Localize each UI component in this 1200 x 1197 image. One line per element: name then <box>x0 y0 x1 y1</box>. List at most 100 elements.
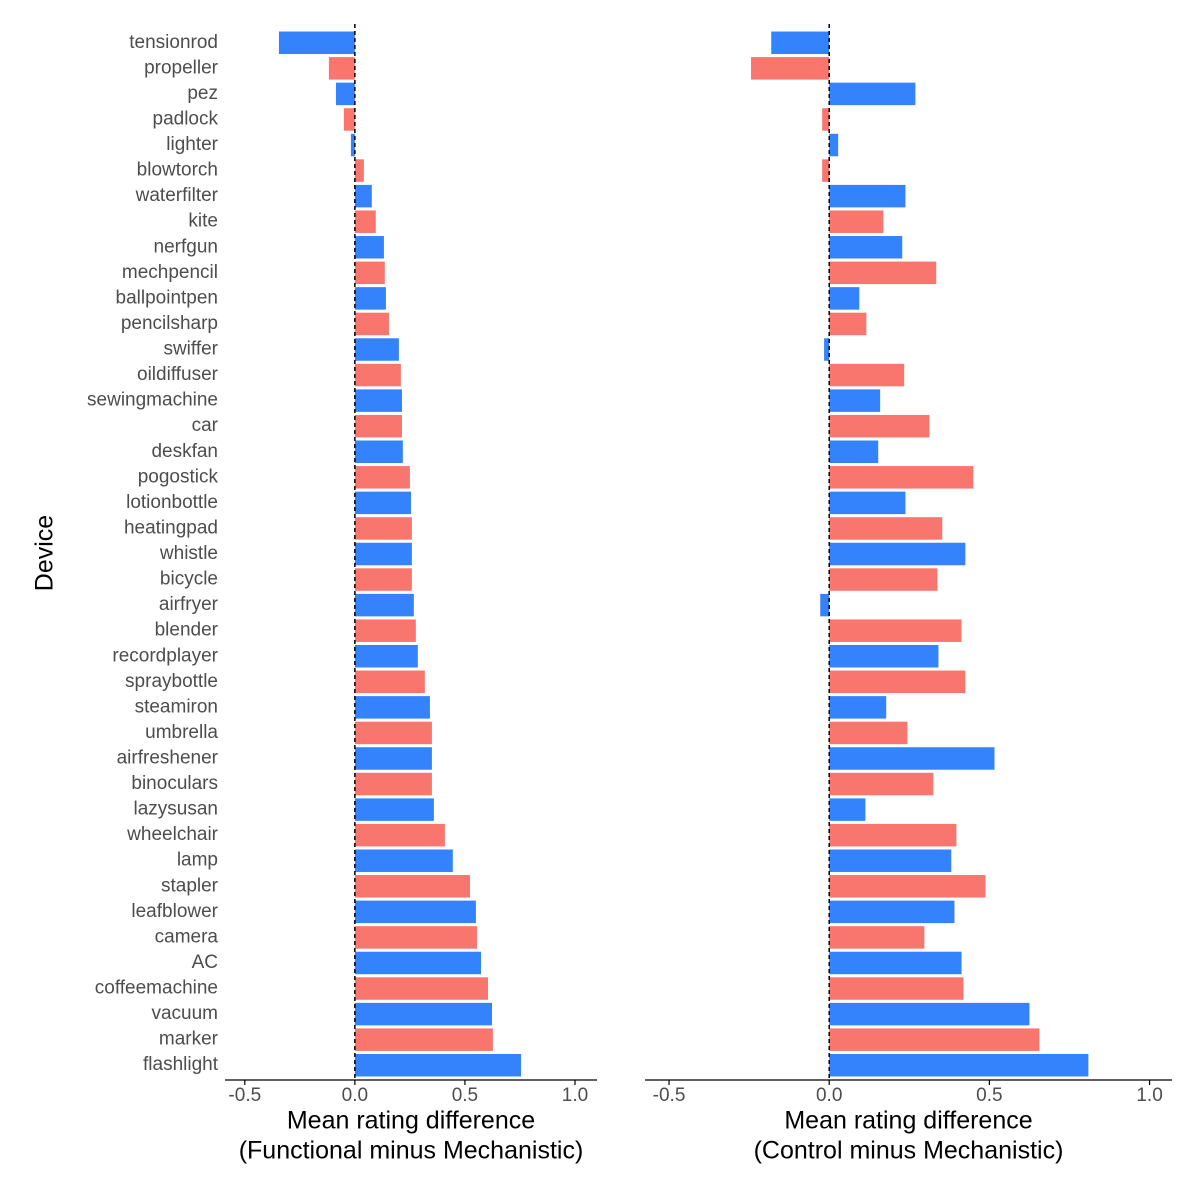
bar <box>354 440 403 464</box>
bar <box>328 57 355 80</box>
bar <box>354 338 399 361</box>
bar <box>350 133 355 157</box>
bar <box>354 210 376 233</box>
x-axis-label: (Functional minus Mechanistic) <box>239 1137 584 1165</box>
bar <box>354 900 476 924</box>
y-tick-label: blender <box>155 620 219 641</box>
bar <box>829 1002 1030 1026</box>
bar <box>343 108 355 131</box>
bar <box>829 287 860 310</box>
bar <box>829 670 966 694</box>
y-tick-label: coffeemachine <box>95 978 218 999</box>
bar <box>829 619 962 642</box>
bar <box>354 1002 493 1026</box>
y-tick-label: airfreshener <box>117 748 219 769</box>
y-tick-label: sewingmachine <box>87 390 218 411</box>
bar <box>354 670 425 694</box>
bar <box>829 440 879 464</box>
bar <box>354 236 384 259</box>
y-tick-label: flashlight <box>143 1054 219 1075</box>
y-tick-label: recordplayer <box>112 645 218 666</box>
bar <box>771 31 830 55</box>
bar <box>829 466 974 489</box>
y-tick-label: camera <box>155 926 219 947</box>
bar <box>824 338 830 361</box>
bar <box>829 389 881 412</box>
bar <box>354 977 489 1000</box>
x-axis-label: Mean rating difference <box>287 1107 535 1135</box>
x-tick-label: 1.0 <box>1136 1085 1162 1106</box>
bar <box>751 57 830 80</box>
y-tick-label: tensionrod <box>129 32 218 53</box>
bar <box>354 287 386 310</box>
bar <box>354 568 412 591</box>
bar <box>829 926 925 949</box>
y-tick-label: pez <box>187 83 218 104</box>
bar <box>829 184 906 208</box>
y-tick-label: stapler <box>161 875 219 896</box>
x-tick-label: -0.5 <box>653 1085 686 1106</box>
bar <box>829 951 962 975</box>
y-tick-label: waterfilter <box>135 185 219 206</box>
bar <box>354 926 478 949</box>
bar <box>354 747 432 770</box>
y-tick-label: kite <box>188 211 218 232</box>
x-tick-label: 0.0 <box>342 1085 368 1106</box>
bar <box>354 798 434 821</box>
y-tick-label: AC <box>192 952 218 973</box>
y-tick-label: deskfan <box>151 441 218 462</box>
bar <box>829 977 964 1000</box>
bar <box>354 875 470 898</box>
y-tick-label: padlock <box>153 108 219 129</box>
bar <box>354 823 445 847</box>
bar <box>354 644 418 668</box>
bar <box>354 1028 493 1051</box>
bar <box>354 414 402 438</box>
y-tick-label: ballpointpen <box>116 287 218 308</box>
y-tick-label: pencilsharp <box>121 313 218 334</box>
bar <box>354 849 453 872</box>
bar <box>354 542 412 566</box>
x-tick-label: 0.5 <box>976 1085 1002 1106</box>
bar <box>354 363 401 387</box>
bar <box>829 823 957 847</box>
y-tick-label: marker <box>159 1029 219 1050</box>
bar <box>820 593 830 617</box>
y-tick-label: propeller <box>144 57 219 78</box>
bar <box>829 542 966 566</box>
bar <box>829 133 839 157</box>
bar <box>829 491 906 515</box>
bar <box>829 261 937 285</box>
bar <box>354 772 432 796</box>
y-tick-label: bicycle <box>160 569 218 590</box>
bar <box>829 696 887 719</box>
y-tick-label: whistle <box>159 543 218 564</box>
bar <box>829 798 866 821</box>
y-tick-label: steamiron <box>135 696 218 717</box>
bar <box>354 261 385 285</box>
bar <box>829 721 908 745</box>
bar <box>354 184 372 208</box>
bar <box>829 82 916 106</box>
y-tick-label: airfryer <box>159 594 219 615</box>
bar <box>354 491 411 515</box>
bar <box>829 517 943 540</box>
y-tick-label: lazysusan <box>134 799 219 820</box>
bar <box>335 82 355 106</box>
bar <box>354 517 412 540</box>
bar <box>278 31 355 55</box>
bar <box>354 619 416 642</box>
y-tick-label: blowtorch <box>137 160 218 181</box>
y-tick-label: umbrella <box>145 722 218 743</box>
y-tick-label: lighter <box>166 134 218 155</box>
y-tick-label: car <box>192 415 219 436</box>
bar <box>354 593 414 617</box>
y-tick-label: nerfgun <box>154 236 218 257</box>
bar <box>829 568 938 591</box>
y-axis-label: Device <box>31 515 59 591</box>
bar <box>829 875 986 898</box>
bar <box>829 363 905 387</box>
y-tick-label: pogostick <box>138 466 219 487</box>
bar <box>829 849 952 872</box>
